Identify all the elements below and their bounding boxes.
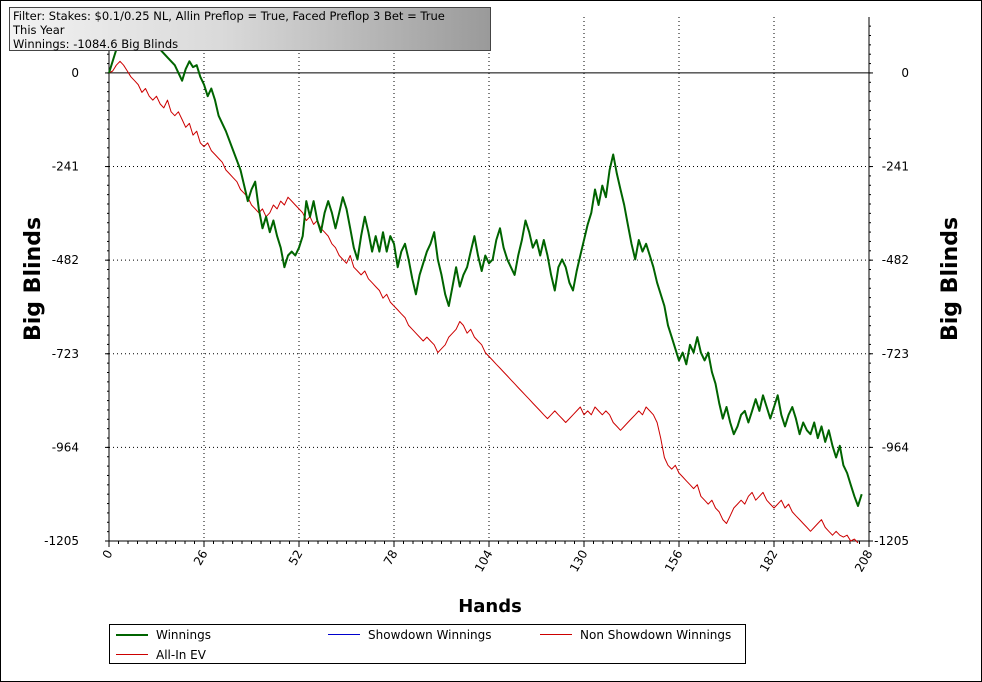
x-tick-label: 78 (381, 548, 401, 568)
series-line-all-in-ev (108, 60, 859, 544)
x-tick-label: 52 (286, 548, 306, 568)
y-axis-title-left: Big Blinds (21, 217, 46, 341)
y-tick-label-right: -723 (882, 347, 909, 361)
legend-label-winnings: Winnings (156, 628, 211, 642)
winnings-summary: Winnings: -1084.6 Big Blinds (13, 37, 179, 51)
y-tick-label-right: -964 (882, 440, 909, 454)
axes: 0 26 52 78 104 130 156 182 208 0 0 -241 -241 -482 -482… (44, 17, 909, 574)
x-tick-label: 208 (852, 548, 876, 575)
series-lines (108, 25, 863, 544)
legend-swatch-allin-ev (116, 654, 148, 655)
grid (109, 17, 869, 541)
legend-label-non-showdown: Non Showdown Winnings (580, 628, 732, 642)
series-line-winnings (108, 25, 863, 507)
filter-info-box: Filter: Stakes: $0.1/0.25 NL, Allin Pref… (9, 7, 491, 51)
x-tick-label: 26 (191, 548, 211, 568)
x-tick-label: 130 (567, 548, 591, 575)
x-tick-label: 156 (662, 548, 686, 575)
y-tick-label-right: -241 (882, 160, 909, 174)
y-tick-label-left: -241 (52, 160, 79, 174)
y-axis-title-right: Big Blinds (938, 217, 963, 341)
legend-swatch-winnings (116, 634, 148, 636)
legend-swatch-non-showdown (540, 634, 572, 635)
legend: Winnings Showdown Winnings Non Showdown … (109, 624, 746, 664)
y-tick-label-right: 0 (901, 66, 909, 80)
y-tick-label-left: -1205 (44, 534, 79, 548)
y-tick-label-right: -482 (882, 253, 909, 267)
y-tick-label-right: -1205 (874, 534, 909, 548)
y-tick-label-left: -723 (52, 347, 79, 361)
legend-label-allin-ev: All-In EV (156, 648, 206, 662)
x-tick-label: 0 (100, 548, 116, 562)
x-tick-label: 182 (757, 548, 781, 575)
legend-label-showdown: Showdown Winnings (368, 628, 492, 642)
y-tick-label-left: -964 (52, 440, 79, 454)
legend-swatch-showdown (328, 634, 360, 635)
filter-text: Filter: Stakes: $0.1/0.25 NL, Allin Pref… (13, 9, 445, 23)
y-tick-label-left: 0 (71, 66, 79, 80)
x-axis-title: Hands (458, 596, 522, 617)
period-text: This Year (13, 23, 65, 37)
y-tick-label-left: -482 (52, 253, 79, 267)
x-tick-label: 104 (472, 548, 496, 575)
